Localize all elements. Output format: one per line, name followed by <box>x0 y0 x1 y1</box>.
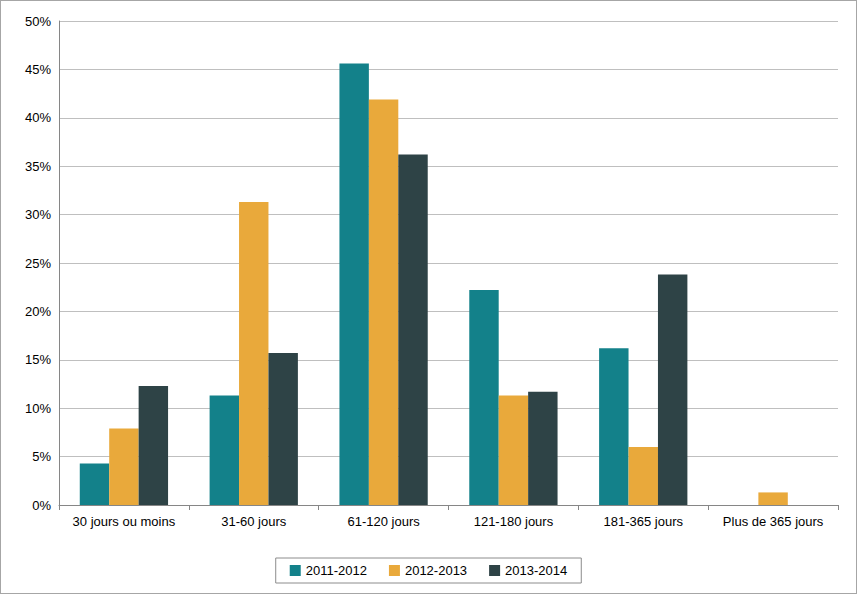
svg-text:Plus de 365 jours: Plus de 365 jours <box>723 514 824 529</box>
svg-text:10%: 10% <box>25 401 51 416</box>
svg-text:40%: 40% <box>25 110 51 125</box>
svg-text:15%: 15% <box>25 352 51 367</box>
svg-text:5%: 5% <box>32 449 51 464</box>
svg-text:25%: 25% <box>25 256 51 271</box>
svg-text:30 jours ou moins: 30 jours ou moins <box>73 514 176 529</box>
svg-text:2011-2012: 2011-2012 <box>306 563 367 578</box>
svg-text:2012-2013: 2012-2013 <box>405 563 467 578</box>
svg-text:121-180 jours: 121-180 jours <box>474 514 554 529</box>
svg-text:0%: 0% <box>32 498 51 513</box>
svg-text:35%: 35% <box>25 159 51 174</box>
svg-text:20%: 20% <box>25 304 51 319</box>
svg-text:2013-2014: 2013-2014 <box>505 563 567 578</box>
svg-text:50%: 50% <box>25 14 51 29</box>
svg-text:30%: 30% <box>25 207 51 222</box>
svg-text:45%: 45% <box>25 62 51 77</box>
svg-text:181-365 jours: 181-365 jours <box>604 514 684 529</box>
svg-text:31-60 jours: 31-60 jours <box>221 514 287 529</box>
svg-text:61-120 jours: 61-120 jours <box>347 514 420 529</box>
